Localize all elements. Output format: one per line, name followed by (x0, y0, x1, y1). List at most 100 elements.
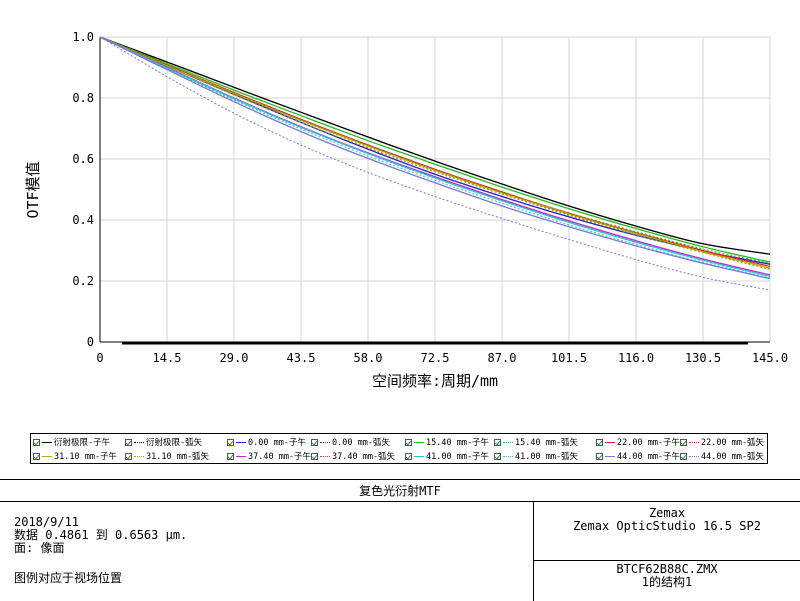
legend-swatch (320, 441, 330, 443)
legend-swatch (236, 455, 246, 457)
legend-swatch (236, 441, 246, 443)
configuration: 1的结构1 (641, 575, 693, 589)
checkbox-icon[interactable] (125, 452, 132, 460)
legend-label: 0.00 mm-弧矢 (332, 438, 390, 448)
series-line-1 (99, 36, 771, 255)
divider (533, 560, 800, 561)
divider (533, 502, 534, 601)
legend-swatch (503, 455, 513, 457)
analysis-info: 2018/9/11 数据 0.4861 到 0.6563 μm. 面: 像面 (14, 516, 187, 555)
legend-item[interactable]: 44.00 mm-子午 (596, 449, 680, 463)
legend-item[interactable]: 37.40 mm-弧矢 (311, 449, 395, 463)
legend-label: 衍射极限-子午 (54, 438, 111, 448)
software-info: Zemax Zemax OpticStudio 16.5 SP2 (534, 507, 800, 533)
checkbox-icon[interactable] (125, 438, 132, 446)
y-tick-label: 0.4 (72, 213, 94, 227)
x-tick-label: 101.5 (551, 351, 587, 365)
series-line-12 (99, 36, 771, 278)
plot-title: 复色光衍射MTF (0, 480, 800, 502)
checkbox-icon[interactable] (494, 452, 501, 460)
checkbox-icon[interactable] (596, 438, 603, 446)
legend-item[interactable]: 衍射极限-子午 (33, 435, 110, 449)
checkbox-icon[interactable] (680, 438, 687, 446)
series-line-6 (99, 36, 771, 268)
legend-swatch (134, 455, 144, 457)
legend-item[interactable]: 0.00 mm-弧矢 (311, 435, 390, 449)
legend-item[interactable]: 22.00 mm-弧矢 (680, 435, 764, 449)
series-line-4 (99, 36, 771, 263)
y-tick-label: 0.8 (72, 91, 94, 105)
y-tick-label: 1.0 (72, 30, 94, 44)
series-line-9 (99, 36, 771, 270)
legend-swatch (320, 455, 330, 457)
legend-item[interactable]: 41.00 mm-弧矢 (494, 449, 578, 463)
legend-item[interactable]: 22.00 mm-子午 (596, 435, 680, 449)
legend-item[interactable]: 44.00 mm-弧矢 (680, 449, 764, 463)
checkbox-icon[interactable] (227, 452, 234, 460)
file-name: BTCF62B88C.ZMX (616, 562, 718, 576)
x-tick-label: 14.5 (153, 351, 182, 365)
legend-label: 衍射极限-弧矢 (146, 438, 203, 448)
legend-swatch (503, 441, 513, 443)
legend: 衍射极限-子午 衍射极限-弧矢 0.00 mm-子午 0.00 mm-弧矢 15.40 … (30, 433, 768, 464)
y-tick-label: 0 (87, 335, 94, 349)
legend-note: 图例对应于视场位置 (14, 571, 123, 585)
checkbox-icon[interactable] (311, 452, 318, 460)
legend-swatch (42, 455, 52, 457)
series-line-8 (99, 36, 771, 269)
y-axis-title: OTF模值 (24, 161, 42, 218)
x-axis-title: 空间频率:周期/mm (372, 372, 498, 390)
legend-item[interactable]: 41.00 mm-子午 (405, 449, 489, 463)
x-tick-label: 0 (96, 351, 103, 365)
checkbox-icon[interactable] (33, 452, 40, 460)
x-tick-label: 43.5 (287, 351, 316, 365)
surface-text: 面: 像面 (14, 541, 65, 555)
series-lines (99, 36, 771, 291)
checkbox-icon[interactable] (494, 438, 501, 446)
checkbox-icon[interactable] (405, 438, 412, 446)
x-tick-label: 145.0 (752, 351, 788, 365)
legend-label: 31.10 mm-弧矢 (146, 452, 210, 462)
legend-label: 41.00 mm-弧矢 (515, 452, 579, 462)
software-version: Zemax OpticStudio 16.5 SP2 (573, 519, 761, 533)
date-text: 2018/9/11 (14, 515, 80, 529)
legend-swatch (134, 441, 144, 443)
checkbox-icon[interactable] (596, 452, 603, 460)
wavelength-range-text: 数据 0.4861 到 0.6563 μm. (14, 528, 188, 542)
legend-label: 15.40 mm-弧矢 (515, 438, 579, 448)
checkbox-icon[interactable] (33, 438, 40, 446)
legend-swatch (605, 441, 615, 443)
legend-item[interactable]: 衍射极限-弧矢 (125, 435, 202, 449)
legend-item[interactable]: 15.40 mm-子午 (405, 435, 489, 449)
x-tick-label: 29.0 (220, 351, 249, 365)
legend-swatch (414, 441, 424, 443)
software-company: Zemax (648, 506, 686, 520)
y-tick-label: 0.2 (72, 274, 94, 288)
legend-label: 15.40 mm-子午 (426, 438, 490, 448)
x-tick-label: 58.0 (354, 351, 383, 365)
x-tick-label: 116.0 (618, 351, 654, 365)
checkbox-icon[interactable] (227, 438, 234, 446)
x-tick-label: 72.5 (421, 351, 450, 365)
legend-label: 44.00 mm-子午 (617, 452, 681, 462)
legend-item[interactable]: 0.00 mm-子午 (227, 435, 306, 449)
legend-label: 22.00 mm-弧矢 (701, 438, 765, 448)
legend-item[interactable]: 37.40 mm-子午 (227, 449, 311, 463)
x-tick-label: 130.5 (685, 351, 721, 365)
mtf-chart: 0 14.5 29.0 43.5 58.0 72.5 87.0 101.5 116.0 130.5… (24, 30, 788, 390)
legend-item[interactable]: 15.40 mm-弧矢 (494, 435, 578, 449)
legend-swatch (689, 441, 699, 443)
legend-label: 37.40 mm-弧矢 (332, 452, 396, 462)
legend-swatch (605, 455, 615, 457)
legend-item[interactable]: 31.10 mm-弧矢 (125, 449, 209, 463)
x-tick-label: 87.0 (488, 351, 517, 365)
legend-label: 41.00 mm-子午 (426, 452, 490, 462)
legend-label: 44.00 mm-弧矢 (701, 452, 765, 462)
checkbox-icon[interactable] (311, 438, 318, 446)
checkbox-icon[interactable] (680, 452, 687, 460)
legend-label: 22.00 mm-子午 (617, 438, 681, 448)
legend-item[interactable]: 31.10 mm-子午 (33, 449, 117, 463)
checkbox-icon[interactable] (405, 452, 412, 460)
tick-labels: 0 14.5 29.0 43.5 58.0 72.5 87.0 101.5 116.0 130.5… (72, 30, 788, 365)
info-footer: 复色光衍射MTF 2018/9/11 数据 0.4861 到 0.6563 μm… (0, 479, 800, 601)
